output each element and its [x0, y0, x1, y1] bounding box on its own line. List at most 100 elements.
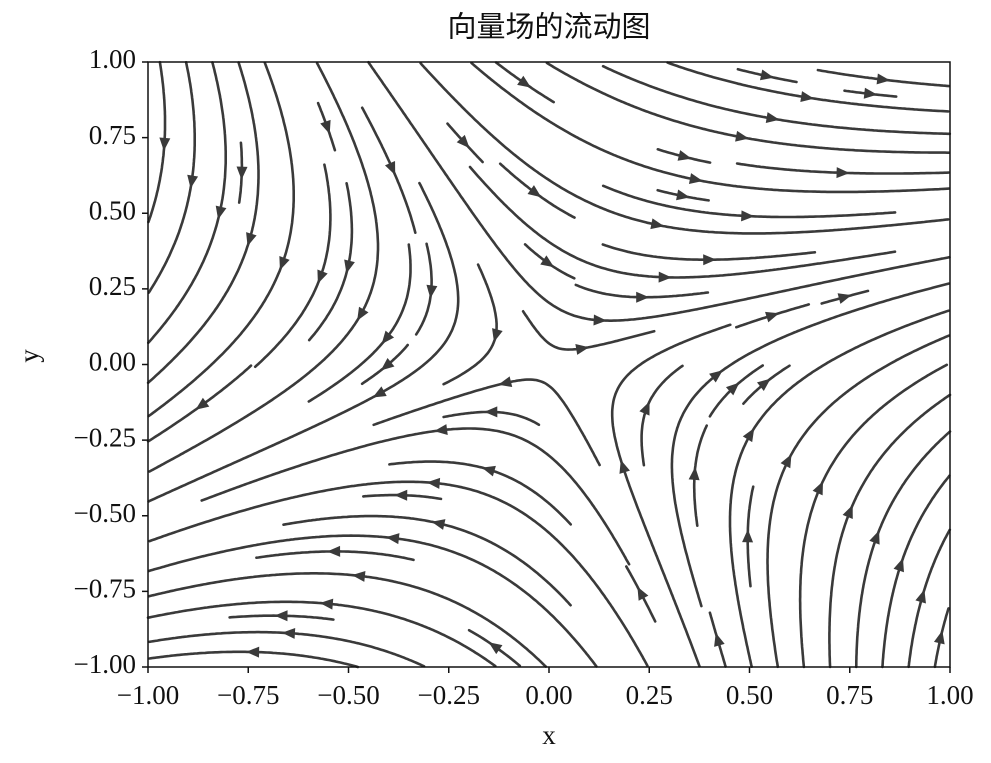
stream-arrow [195, 397, 210, 410]
streamline [372, 378, 601, 467]
x-tick-label: 1.00 [926, 680, 973, 710]
streamline [147, 61, 196, 294]
stream-arrow [709, 370, 723, 383]
stream-arrow [836, 167, 850, 179]
stream-arrow [540, 255, 555, 268]
stream-arrow [933, 630, 945, 645]
stream-arrow [639, 401, 650, 416]
streamline [601, 184, 897, 219]
stream-arrow [319, 598, 334, 610]
stream-arrow [372, 386, 387, 398]
stream-arrow [869, 530, 880, 545]
stream-arrow [812, 481, 823, 496]
stream-arrow [246, 232, 257, 247]
y-tick-label: 1.00 [89, 44, 136, 74]
stream-arrow [780, 454, 792, 469]
streamline [728, 309, 950, 668]
stream-arrow [381, 330, 395, 345]
stream-arrow [281, 627, 296, 639]
stream-arrow [385, 533, 400, 545]
streamline [147, 181, 460, 503]
stream-arrow [394, 489, 408, 501]
stream-arrow [742, 428, 755, 443]
stream-arrow [431, 519, 446, 530]
stream-arrow [327, 545, 341, 557]
stream-arrow [593, 314, 607, 326]
stream-arrow [756, 378, 771, 392]
stream-arrow [274, 610, 288, 622]
stream-arrow [236, 166, 248, 180]
stream-arrow [187, 174, 199, 189]
x-tick-label: 0.75 [826, 680, 873, 710]
stream-arrow [434, 424, 448, 436]
stream-arrow [650, 218, 665, 230]
stream-arrow [677, 150, 692, 161]
stream-arrow [842, 504, 853, 520]
stream-arrow [317, 269, 328, 284]
y-tick-label: −0.50 [74, 498, 136, 528]
y-tick-label: 0.75 [89, 120, 136, 150]
stream-arrow [481, 465, 496, 477]
y-tick-label: 0.00 [89, 347, 136, 377]
stream-arrow [658, 271, 672, 283]
streamline [419, 61, 950, 235]
stream-arrow [863, 87, 878, 99]
stream-arrow [703, 254, 717, 266]
stream-arrow [159, 137, 171, 151]
y-tick-label: 0.25 [89, 271, 136, 301]
streamline [640, 364, 684, 467]
x-tick-label: −0.75 [217, 680, 279, 710]
streamline [468, 165, 897, 279]
x-tick-label: −0.25 [418, 680, 480, 710]
streamline [360, 106, 417, 234]
stream-arrow [279, 256, 290, 271]
stream-arrow [741, 210, 755, 222]
streamline [521, 310, 656, 351]
stream-arrow [742, 529, 754, 543]
stream-arrow [320, 119, 331, 135]
x-tick-label: −0.50 [317, 680, 379, 710]
y-tick-label: −0.75 [74, 574, 136, 604]
x-tick-label: 0.50 [726, 680, 773, 710]
stream-arrow [688, 173, 703, 184]
y-tick-label: 0.50 [89, 195, 136, 225]
streamline [907, 528, 952, 669]
stream-arrow [688, 466, 700, 481]
x-tick-label: 0.25 [626, 680, 673, 710]
stream-arrow [575, 343, 590, 355]
stream-arrow [619, 459, 630, 474]
stream-arrow [637, 586, 649, 601]
streamline [148, 61, 380, 473]
stream-arrow [357, 306, 369, 321]
stream-arrow [380, 357, 395, 371]
streamlines [146, 60, 952, 669]
stream-arrow [893, 558, 904, 573]
stream-arrow [246, 646, 260, 658]
stream-arrow [492, 328, 503, 343]
stream-arrow [384, 160, 396, 176]
streamline [601, 64, 952, 136]
x-tick-label: 0.00 [525, 680, 572, 710]
streamline [670, 282, 950, 608]
stream-arrow [837, 293, 852, 304]
stream-arrow [484, 406, 498, 418]
stream-arrow [800, 91, 815, 103]
stream-arrow [488, 642, 503, 655]
stream-arrow [725, 382, 740, 396]
stream-arrow [636, 291, 650, 303]
stream-arrow [215, 205, 227, 220]
streamline [148, 630, 426, 668]
stream-arrow [765, 311, 780, 323]
stream-arrow [344, 259, 355, 274]
stream-arrow [876, 73, 891, 85]
stream-arrow [735, 130, 749, 142]
stream-arrow [426, 284, 438, 299]
stream-arrow [456, 134, 470, 149]
y-tick-label: −0.25 [74, 422, 136, 452]
streamline [828, 393, 952, 669]
x-axis-label: x [542, 720, 556, 750]
stream-arrow [759, 69, 774, 81]
streamline [442, 263, 498, 386]
stream-arrow [426, 477, 441, 489]
